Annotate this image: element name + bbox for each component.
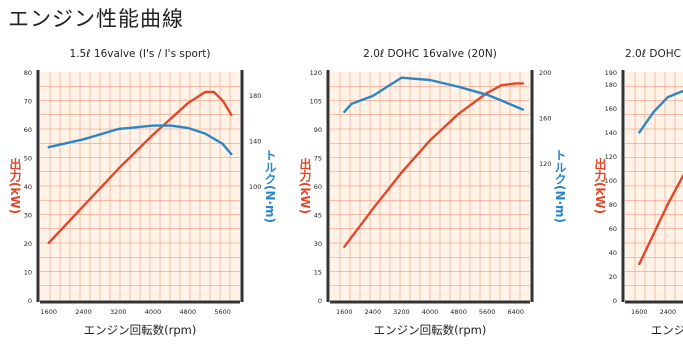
- y-tick-label-left: 80: [609, 201, 617, 209]
- torque-curve: [47, 124, 233, 156]
- y-axis-label-right: トルク(N·m): [263, 149, 277, 223]
- y-tick-label-left: 105: [310, 98, 322, 106]
- torque-curve: [343, 76, 525, 114]
- y-tick-label-left: 180: [605, 81, 617, 89]
- chart-3: 2.0ℓ DOHC 0 20 40 60 80 100 120 140 160 180 190 1600…: [593, 48, 683, 337]
- y-tick-label-left: 60: [24, 126, 32, 134]
- chart-title: 1.5ℓ 16valve (I's / I's sport): [70, 48, 211, 60]
- x-tick-label: 2400: [365, 308, 382, 316]
- chart-2: 2.0ℓ DOHC 16valve (20N) 0 15 30 45 60 75 90 105 1…: [298, 48, 567, 337]
- x-axis-label: エンジン回転数(rpm): [374, 323, 487, 337]
- y-tick-label-left: 0: [613, 297, 617, 305]
- torque-curve: [638, 90, 683, 134]
- y-tick-label-left: 40: [609, 249, 617, 257]
- y-tick-label-left: 50: [24, 155, 32, 163]
- y-tick-label-left: 10: [24, 269, 32, 277]
- y-tick-label-left: 75: [314, 155, 322, 163]
- chart-title: 2.0ℓ DOHC: [625, 48, 681, 60]
- x-tick-label: 3200: [110, 308, 127, 316]
- y-axis-label-left: 出力(kW): [298, 156, 312, 214]
- y-tick-label-left: 60: [609, 225, 617, 233]
- x-tick-label: 1600: [336, 308, 353, 316]
- x-tick-label: 1600: [40, 308, 57, 316]
- y-tick-label-right: 100: [249, 183, 261, 191]
- y-tick-label-right: 160: [539, 115, 551, 123]
- x-tick-label: 4000: [422, 308, 439, 316]
- x-tick-label: 6400: [507, 308, 524, 316]
- y-tick-label-left: 140: [605, 129, 617, 137]
- y-tick-label-left: 120: [605, 153, 617, 161]
- x-tick-label: 4800: [180, 308, 197, 316]
- power-curve: [47, 90, 233, 245]
- page-title: エンジン性能曲線: [8, 7, 184, 31]
- x-tick-label: 5600: [214, 308, 231, 316]
- y-tick-label-right: 120: [539, 160, 551, 168]
- power-curve: [343, 82, 525, 248]
- y-tick-label-left: 30: [314, 240, 322, 248]
- y-tick-label-left: 90: [314, 126, 322, 134]
- x-tick-label: 1600: [631, 308, 648, 316]
- y-tick-label-left: 120: [310, 69, 322, 77]
- y-axis-label-left: 出力(kW): [593, 156, 607, 214]
- y-axis-label-left: 出力(kW): [8, 156, 22, 214]
- x-tick-label: 2400: [660, 308, 677, 316]
- y-tick-label-left: 160: [605, 105, 617, 113]
- x-tick-label: 3200: [393, 308, 410, 316]
- x-axis-label: エンジン回転数(rpm): [84, 323, 197, 337]
- power-curve: [638, 173, 683, 266]
- y-tick-label-right: 180: [249, 92, 261, 100]
- y-tick-label-left: 100: [605, 177, 617, 185]
- y-tick-label-left: 0: [318, 297, 322, 305]
- y-tick-label-left: 20: [609, 273, 617, 281]
- chart-1: 1.5ℓ 16valve (I's / I's sport) 0 10 20 30 40 5…: [8, 48, 277, 337]
- y-tick-label-right: 140: [249, 137, 261, 145]
- y-tick-label-left: 45: [314, 212, 322, 220]
- y-tick-label-right: 200: [539, 69, 551, 77]
- y-tick-label-left: 70: [24, 98, 32, 106]
- y-axis-label-right: トルク(N·m): [553, 149, 567, 223]
- y-tick-label-left: 15: [314, 269, 322, 277]
- y-tick-label-left: 30: [24, 212, 32, 220]
- y-tick-label-left: 60: [314, 183, 322, 191]
- y-tick-label-left: 190: [605, 69, 617, 77]
- x-tick-label: 2400: [75, 308, 92, 316]
- grid: [330, 72, 530, 300]
- y-tick-label-left: 80: [24, 69, 32, 77]
- grid: [40, 72, 240, 300]
- y-tick-label-left: 20: [24, 240, 32, 248]
- x-tick-label: 4800: [450, 308, 467, 316]
- x-tick-label: 5600: [479, 308, 496, 316]
- y-tick-label-left: 0: [28, 297, 32, 305]
- y-tick-label-left: 40: [24, 183, 32, 191]
- chart-title: 2.0ℓ DOHC 16valve (20N): [363, 48, 497, 60]
- x-tick-label: 4000: [145, 308, 162, 316]
- x-axis-label: エンジ: [651, 323, 683, 337]
